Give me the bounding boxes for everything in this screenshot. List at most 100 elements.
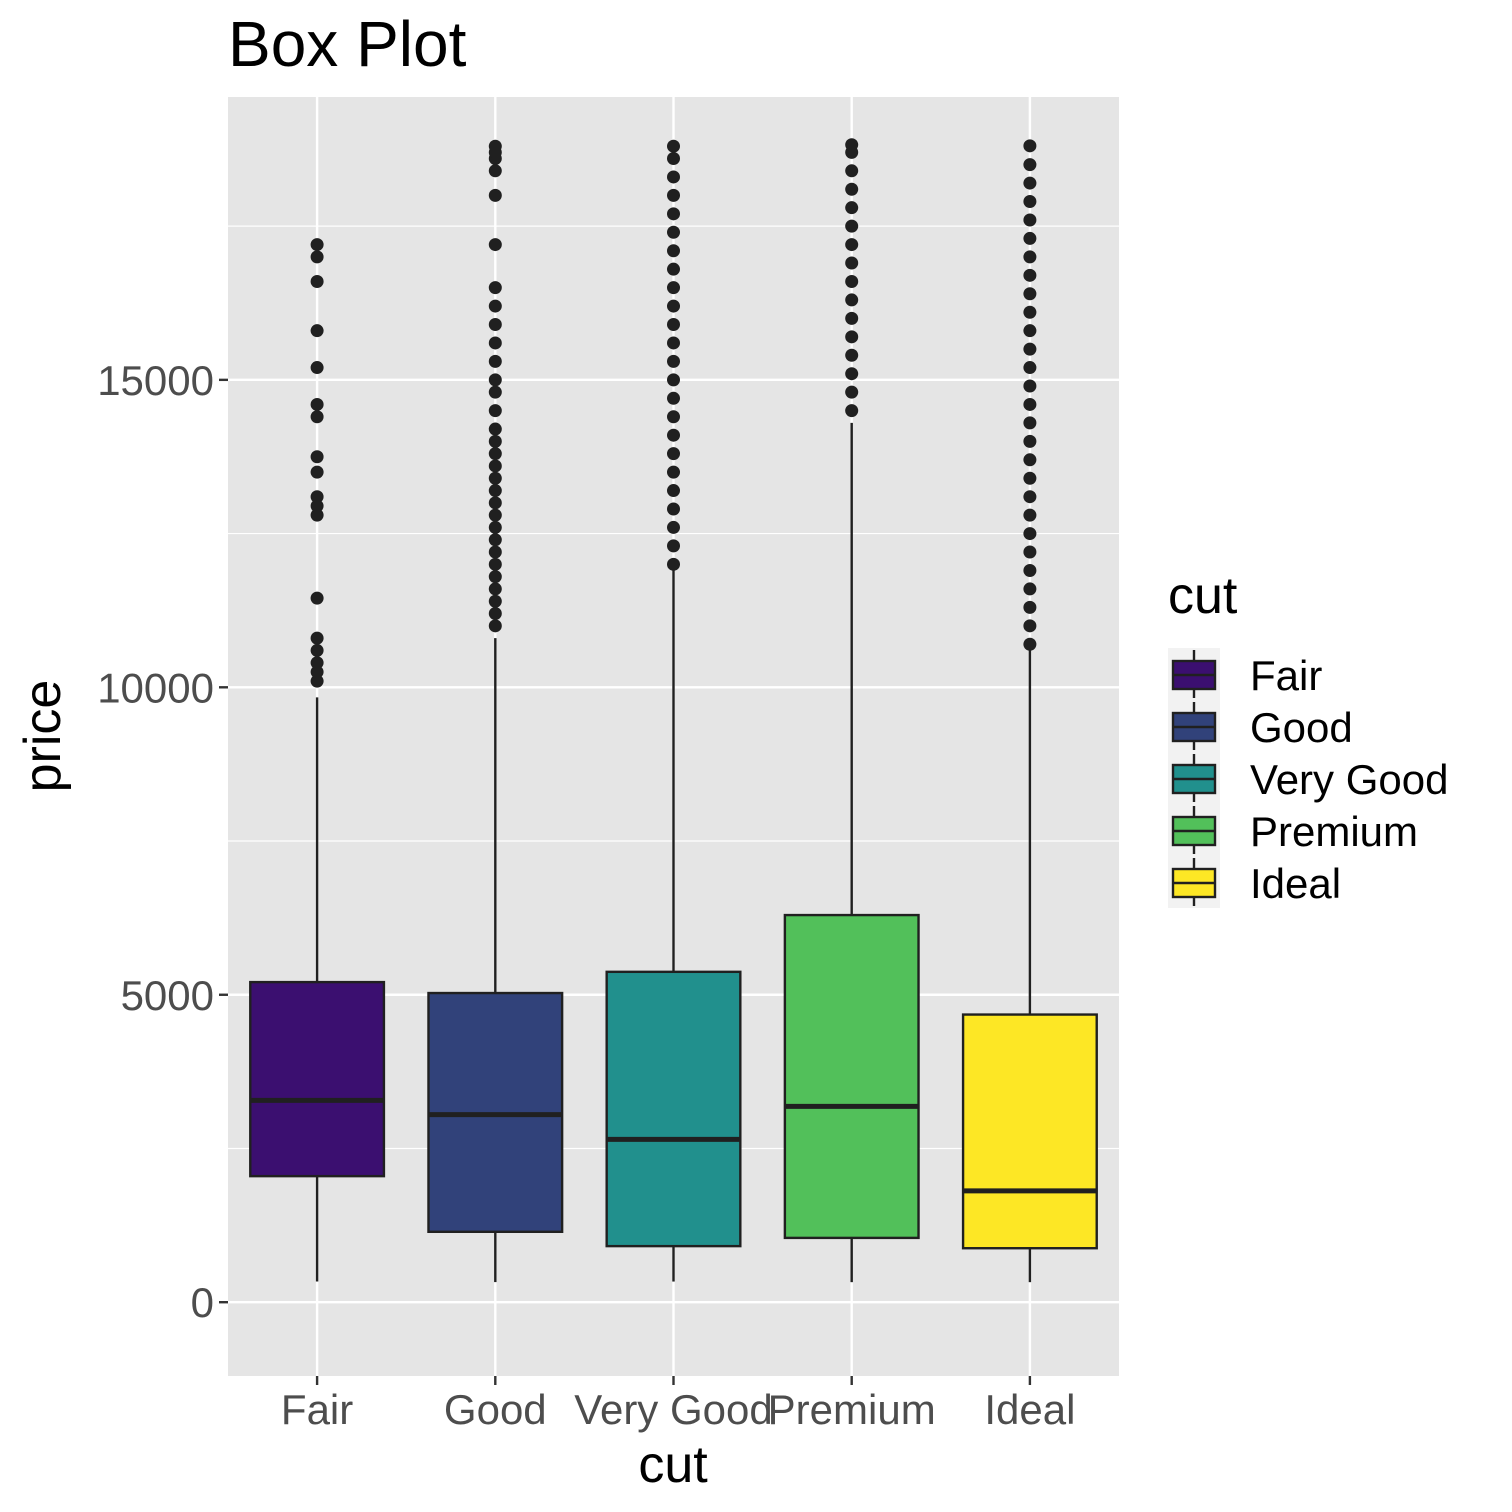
legend-item-very-good: Very Good xyxy=(1171,754,1448,803)
outlier-point xyxy=(310,631,324,645)
outlier-point xyxy=(1023,324,1037,338)
outlier-point xyxy=(310,410,324,424)
box-body xyxy=(783,913,920,1240)
outlier-point xyxy=(667,262,680,276)
outlier-point xyxy=(845,367,859,381)
outlier-point xyxy=(667,502,680,516)
outlier-point xyxy=(845,238,859,252)
outlier-point xyxy=(667,484,680,498)
y-axis: 0 5000 10000 15000 xyxy=(97,357,228,1326)
outlier-point xyxy=(1023,379,1037,393)
outlier-point xyxy=(488,385,502,399)
outlier-point xyxy=(488,336,502,350)
box-body xyxy=(249,980,386,1178)
y-axis-title: price xyxy=(14,680,72,793)
outlier-point xyxy=(1023,342,1037,356)
outlier-point xyxy=(310,450,324,464)
outlier-point xyxy=(488,520,502,534)
outlier-point xyxy=(488,459,502,473)
legend-item-fair: Fair xyxy=(1171,650,1322,699)
outlier-point xyxy=(310,490,324,504)
x-tick-label: Premium xyxy=(768,1386,936,1433)
outlier-point xyxy=(1023,416,1037,430)
outlier-point xyxy=(488,594,502,608)
outlier-point xyxy=(1023,619,1037,633)
outlier-point xyxy=(488,557,502,571)
outlier-point xyxy=(667,151,680,165)
outlier-point xyxy=(845,330,859,344)
x-tick-label: Ideal xyxy=(984,1386,1075,1433)
outlier-point xyxy=(488,422,502,436)
box-body xyxy=(961,1013,1098,1250)
outlier-point xyxy=(1023,527,1037,541)
outlier-point xyxy=(1023,361,1037,375)
outlier-point xyxy=(488,139,502,153)
outlier-point xyxy=(667,336,680,350)
outlier-point xyxy=(488,281,502,295)
legend-label: Ideal xyxy=(1250,860,1341,907)
outlier-point xyxy=(667,225,680,239)
outlier-point xyxy=(1023,434,1037,448)
x-axis-title: cut xyxy=(638,1436,708,1494)
outlier-point xyxy=(845,385,859,399)
outlier-point xyxy=(1023,287,1037,301)
outlier-point xyxy=(845,201,859,215)
legend-label: Good xyxy=(1250,704,1353,751)
legend-item-good: Good xyxy=(1171,702,1353,751)
outlier-point xyxy=(667,410,680,424)
outlier-point xyxy=(845,348,859,362)
outlier-point xyxy=(667,373,680,387)
outlier-point xyxy=(488,533,502,547)
legend-item-premium: Premium xyxy=(1171,806,1418,855)
outlier-point xyxy=(1023,139,1037,153)
outlier-point xyxy=(1023,158,1037,172)
outlier-point xyxy=(488,496,502,510)
outlier-point xyxy=(667,281,680,295)
outlier-point xyxy=(310,274,324,288)
outlier-point xyxy=(310,324,324,338)
outlier-point xyxy=(488,188,502,202)
outlier-point xyxy=(488,238,502,252)
box-body xyxy=(605,970,742,1248)
outlier-point xyxy=(667,354,680,368)
outlier-point xyxy=(1023,397,1037,411)
legend-item-ideal: Ideal xyxy=(1171,858,1341,907)
outlier-point xyxy=(667,170,680,184)
x-tick-label: Good xyxy=(444,1386,547,1433)
outlier-point xyxy=(667,447,680,461)
outlier-point xyxy=(488,545,502,559)
outlier-point xyxy=(310,250,324,264)
outlier-point xyxy=(310,508,324,522)
x-tick-label: Very Good xyxy=(574,1386,772,1433)
y-tick-label: 0 xyxy=(191,1279,214,1326)
outlier-point xyxy=(1023,231,1037,245)
outlier-point xyxy=(667,557,680,571)
outlier-point xyxy=(667,139,680,153)
outlier-point xyxy=(310,465,324,479)
outlier-point xyxy=(1023,195,1037,209)
outlier-point xyxy=(1023,213,1037,227)
outlier-point xyxy=(1023,453,1037,467)
outlier-point xyxy=(1023,637,1037,651)
outlier-point xyxy=(1023,545,1037,559)
outlier-point xyxy=(1023,600,1037,614)
outlier-point xyxy=(845,293,859,307)
outlier-point xyxy=(310,674,324,688)
outlier-point xyxy=(488,447,502,461)
outlier-point xyxy=(310,665,324,679)
box-good xyxy=(427,139,564,1283)
outlier-point xyxy=(488,164,502,178)
x-tick-label: Fair xyxy=(281,1386,353,1433)
outlier-point xyxy=(1023,582,1037,596)
outlier-point xyxy=(845,182,859,196)
outlier-point xyxy=(488,299,502,313)
outlier-point xyxy=(1023,490,1037,504)
legend-title: cut xyxy=(1168,567,1238,625)
outlier-point xyxy=(667,520,680,534)
outlier-point xyxy=(488,354,502,368)
chart-title: Box Plot xyxy=(228,8,467,80)
outlier-point xyxy=(1023,268,1037,282)
outlier-point xyxy=(845,138,859,152)
